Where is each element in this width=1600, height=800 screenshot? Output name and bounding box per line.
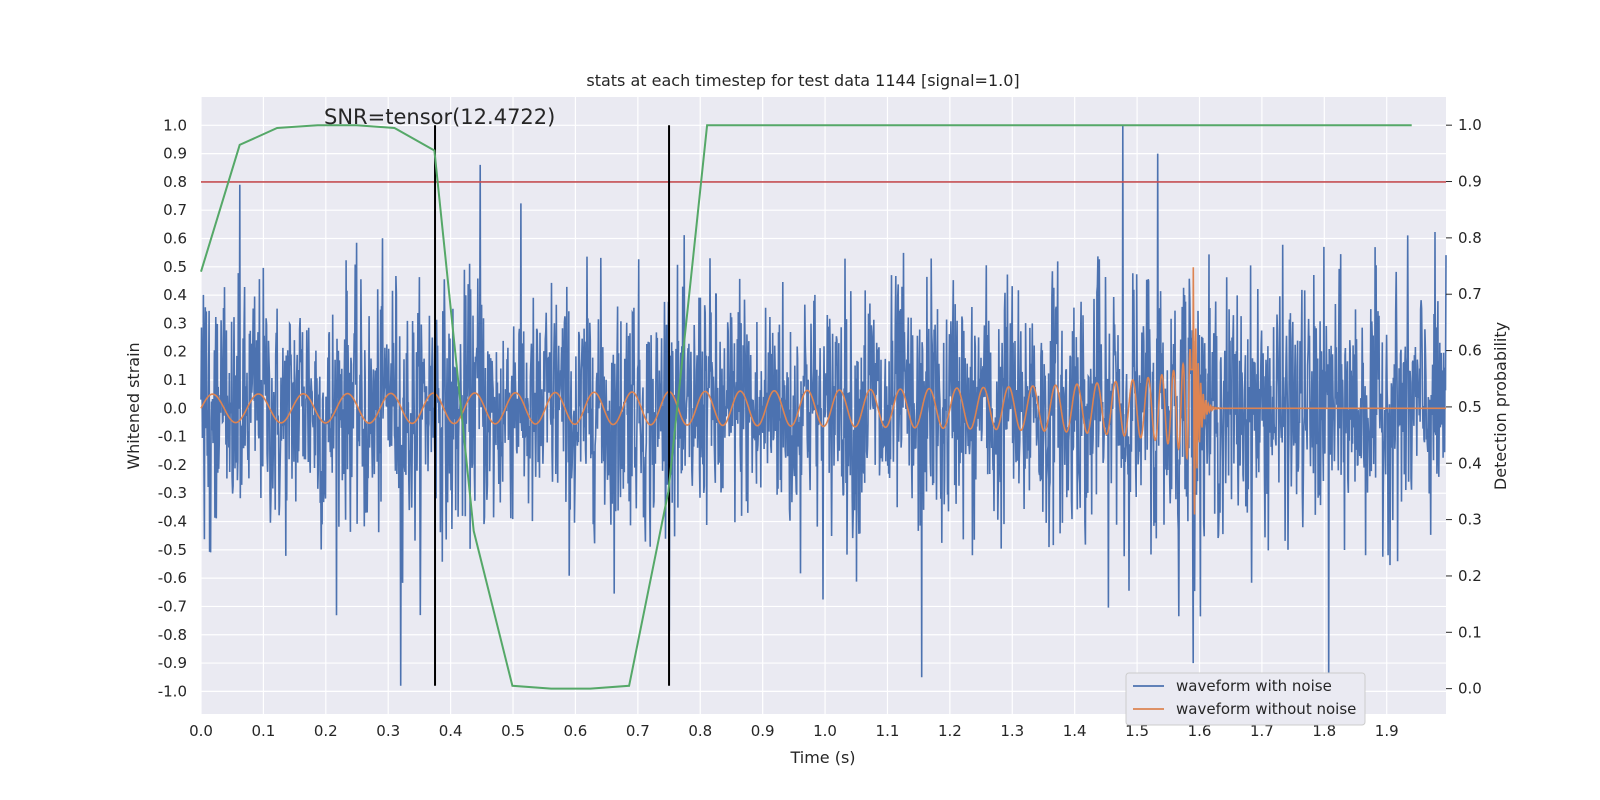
chart-title: stats at each timestep for test data 114…: [586, 71, 1019, 90]
x-tick-label: 0.5: [501, 722, 525, 740]
x-tick-label: 1.0: [813, 722, 837, 740]
x-tick-label: 1.7: [1250, 722, 1274, 740]
tick-labels: 0.0 0.1 0.2 0.3 0.4 0.5 0.6 0.7 0.8 0.9 1.0 1.1 1.2 1…: [158, 116, 1482, 740]
y-tick-label: -0.2: [158, 456, 187, 474]
y-tick-label: -0.4: [158, 513, 187, 531]
y-tick-label: -0.9: [158, 654, 187, 672]
x-tick-label: 1.3: [1000, 722, 1024, 740]
y-tick-label: -0.3: [158, 484, 187, 502]
y-tick-label: 0.4: [163, 286, 187, 304]
y2-axis-label: Detection probability: [1491, 322, 1510, 490]
y-tick-label: -0.6: [158, 569, 187, 587]
waveform-without-noise-line: [200, 267, 1446, 515]
x-tick-label: 0.3: [376, 722, 400, 740]
y2-tick-label: 0.2: [1458, 567, 1482, 585]
y-tick-label: 1.0: [163, 116, 187, 134]
y-tick-label: 0.7: [163, 201, 187, 219]
y-tick-label: 0.0: [163, 399, 187, 417]
y2-tick-label: 0.7: [1458, 285, 1482, 303]
x-tick-label: 1.1: [876, 722, 900, 740]
x-tick-label: 0.9: [751, 722, 775, 740]
x-tick-label: 0.0: [189, 722, 213, 740]
x-axis-label: Time (s): [789, 748, 855, 767]
y-tick-label: 0.1: [163, 371, 187, 389]
legend-label-clean: waveform without noise: [1176, 700, 1356, 718]
y-tick-label: -1.0: [158, 682, 187, 700]
y2-tick-label: 0.6: [1458, 342, 1482, 360]
y-tick-label: -0.5: [158, 541, 187, 559]
y-tick-label: -0.8: [158, 626, 187, 644]
y-tick-label: 0.2: [163, 343, 187, 361]
legend-box: [1125, 672, 1366, 726]
x-tick-label: 1.2: [938, 722, 962, 740]
y-axis-label: Whitened strain: [124, 342, 143, 469]
x-tick-label: 0.2: [314, 722, 338, 740]
clean-series-path: [200, 267, 1446, 515]
x-tick-label: 0.4: [439, 722, 463, 740]
y2-tick-label: 0.4: [1458, 454, 1482, 472]
y2-tick-label: 0.9: [1458, 173, 1482, 191]
y-tick-label: 0.5: [163, 258, 187, 276]
y-tick-label: -0.7: [158, 597, 187, 615]
y2-tick-label: 0.1: [1458, 623, 1482, 641]
snr-annotation: SNR=tensor(12.4722): [324, 105, 555, 129]
y-tick-label: 0.9: [163, 145, 187, 163]
y2-tick-label: 0.0: [1458, 680, 1482, 698]
y2-tick-label: 1.0: [1458, 116, 1482, 134]
overlay-lines: [200, 124, 1446, 690]
x-tick-label: 1.9: [1375, 722, 1399, 740]
waveform-with-noise-line: [200, 125, 1447, 686]
noise-series-path: [200, 125, 1447, 686]
detection-probability-line: [200, 124, 1412, 690]
y2-tick-label: 0.5: [1458, 398, 1482, 416]
x-tick-label: 0.1: [251, 722, 275, 740]
legend-label-noise: waveform with noise: [1176, 677, 1332, 695]
legend: waveform with noise waveform without noi…: [1125, 672, 1366, 726]
y-tick-label: -0.1: [158, 428, 187, 446]
y-tick-label: 0.8: [163, 173, 187, 191]
y-tick-label: 0.3: [163, 314, 187, 332]
y2-tick-label: 0.3: [1458, 511, 1482, 529]
x-tick-label: 0.6: [564, 722, 588, 740]
x-tick-label: 0.7: [626, 722, 650, 740]
x-tick-label: 1.5: [1125, 722, 1149, 740]
x-tick-label: 1.8: [1312, 722, 1336, 740]
grid: [200, 97, 1446, 714]
x-tick-label: 1.6: [1188, 722, 1212, 740]
y2-tick-label: 0.8: [1458, 229, 1482, 247]
x-tick-label: 0.8: [688, 722, 712, 740]
x-tick-label: 1.4: [1063, 722, 1087, 740]
y-tick-label: 0.6: [163, 230, 187, 248]
